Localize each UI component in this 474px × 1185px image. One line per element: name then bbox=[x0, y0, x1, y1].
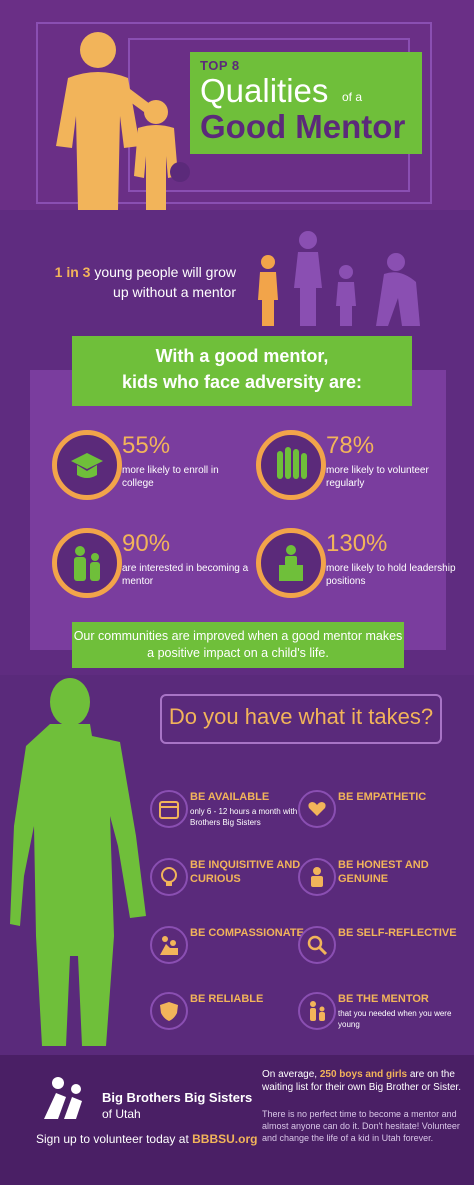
org-location: of Utah bbox=[102, 1107, 141, 1121]
quality-icon-ring bbox=[298, 926, 336, 964]
question-box: Do you have what it takes? bbox=[160, 694, 442, 744]
quality-label: BE INQUISITIVE AND CURIOUS bbox=[190, 859, 301, 885]
climbing-help-icon bbox=[160, 936, 178, 955]
org-name: Big Brothers Big Sisters bbox=[102, 1090, 253, 1105]
quality-sub: that you needed when you were young bbox=[338, 1009, 452, 1029]
waiting-list-text: On average, 250 boys and girls are on th… bbox=[262, 1068, 462, 1094]
people-icon bbox=[74, 546, 100, 581]
header-frame bbox=[36, 22, 432, 204]
banner-line1: With a good mentor, bbox=[155, 346, 329, 366]
metric-ring bbox=[52, 528, 122, 598]
metric-ring bbox=[256, 430, 326, 500]
bbbs-logo-icon bbox=[44, 1077, 82, 1119]
podium-icon bbox=[279, 545, 303, 581]
metric-percent: 130% bbox=[326, 530, 388, 557]
adult-child-icon bbox=[310, 1001, 325, 1021]
quality-reliable: BE RELIABLE bbox=[150, 992, 320, 1052]
stat-text: young people will grow up without a ment… bbox=[94, 264, 236, 300]
calendar-icon bbox=[159, 801, 179, 819]
quality-label: BE THE MENTOR bbox=[338, 993, 429, 1005]
metric-mentor-interest: 90% are interested in becoming a mentor bbox=[52, 528, 248, 608]
shield-icon bbox=[160, 1002, 178, 1021]
community-banner: Our communities are improved when a good… bbox=[72, 622, 404, 668]
metric-volunteer: 78% more likely to volunteer regularly bbox=[256, 430, 452, 510]
quality-be-the-mentor: BE THE MENTOR that you needed when you w… bbox=[298, 992, 468, 1052]
community-text: Our communities are improved when a good… bbox=[73, 629, 403, 660]
quality-icon-ring bbox=[298, 992, 336, 1030]
children-silhouettes bbox=[258, 231, 420, 326]
stat-highlight: 1 in 3 bbox=[54, 264, 91, 280]
quality-label: BE EMPATHETIC bbox=[338, 791, 427, 803]
footer-background bbox=[0, 1055, 474, 1185]
person-heart-icon bbox=[311, 867, 323, 887]
lightbulb-head-icon bbox=[161, 867, 177, 886]
quality-available: BE AVAILABLE only 6 - 12 hours a month w… bbox=[150, 790, 320, 850]
title-of-a: of a bbox=[342, 90, 363, 104]
quality-icon-ring bbox=[150, 790, 188, 828]
signup-text: Sign up to volunteer today at bbox=[36, 1132, 189, 1146]
quality-icon-ring bbox=[150, 926, 188, 964]
quality-empathetic: BE EMPATHETIC bbox=[298, 790, 468, 850]
metric-description: more likely to enroll in college bbox=[122, 465, 219, 489]
quality-label: BE SELF-REFLECTIVE bbox=[338, 927, 457, 939]
man-silhouette bbox=[10, 678, 146, 1046]
graduation-cap-icon bbox=[71, 453, 103, 478]
metric-percent: 90% bbox=[122, 530, 171, 557]
banner-line2: kids who face adversity are: bbox=[121, 372, 363, 392]
title-good-mentor: Good Mentor bbox=[200, 108, 406, 145]
metric-description: are interested in becoming a mentor bbox=[122, 563, 249, 587]
metric-leadership: 130% more likely to hold leadership posi… bbox=[256, 528, 456, 608]
quality-honest: BE HONEST AND GENUINE bbox=[298, 858, 468, 918]
title-top8: TOP 8 bbox=[200, 58, 240, 73]
quality-icon-ring bbox=[150, 992, 188, 1030]
adult-child-silhouette bbox=[56, 32, 190, 210]
quality-self-reflective: BE SELF-REFLECTIVE bbox=[298, 926, 468, 986]
metric-ring bbox=[256, 528, 326, 598]
signup-line: Sign up to volunteer today at BBBSU.org bbox=[36, 1132, 257, 1146]
magnifier-icon bbox=[307, 935, 328, 956]
metric-percent: 55% bbox=[122, 432, 171, 459]
metric-description: more likely to volunteer regularly bbox=[326, 465, 429, 489]
quality-label: BE RELIABLE bbox=[190, 993, 264, 1005]
stats-panel bbox=[30, 370, 446, 650]
metric-ring bbox=[52, 430, 122, 500]
metric-college: 55% more likely to enroll in college bbox=[52, 430, 248, 510]
quality-icon-ring bbox=[298, 858, 336, 896]
quality-label: BE AVAILABLE bbox=[190, 791, 270, 803]
quality-sub: only 6 - 12 hours a month with Big Broth… bbox=[190, 807, 311, 827]
waiting-highlight: 250 boys and girls bbox=[319, 1069, 408, 1080]
title-qualities: Qualities bbox=[200, 72, 329, 109]
title-box: TOP 8 Qualities of a Good Mentor bbox=[190, 52, 422, 154]
quality-inquisitive: BE INQUISITIVE AND CURIOUS bbox=[150, 858, 320, 918]
quality-compassionate: BE COMPASSIONATE bbox=[150, 926, 320, 986]
waiting-suffix: are on the waiting list for their own Bi… bbox=[262, 1069, 461, 1093]
quality-icon-ring bbox=[150, 858, 188, 896]
waiting-prefix: On average, bbox=[262, 1069, 318, 1080]
raised-hands-icon bbox=[277, 447, 307, 479]
question-text: Do you have what it takes? bbox=[168, 704, 434, 729]
metric-percent: 78% bbox=[326, 432, 375, 459]
heart-hands-icon bbox=[308, 802, 326, 816]
quality-label: BE COMPASSIONATE bbox=[190, 927, 304, 939]
quality-icon-ring bbox=[298, 790, 336, 828]
quality-label: BE HONEST AND GENUINE bbox=[338, 859, 429, 885]
signup-link[interactable]: BBBSU.org bbox=[192, 1132, 258, 1146]
closing-text: There is no perfect time to become a men… bbox=[262, 1109, 460, 1143]
metric-description: more likely to hold leadership positions bbox=[326, 563, 456, 587]
adversity-banner: With a good mentor, kids who face advers… bbox=[72, 336, 412, 406]
mentor-stat: 1 in 3 young people will grow up without… bbox=[36, 262, 236, 302]
